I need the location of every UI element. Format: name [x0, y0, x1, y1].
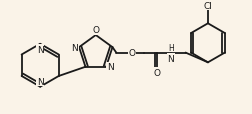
- Text: Cl: Cl: [203, 2, 211, 11]
- Text: N: N: [37, 45, 43, 54]
- Text: N: N: [37, 77, 43, 86]
- Text: O: O: [153, 69, 160, 78]
- Text: N: N: [107, 63, 113, 72]
- Text: N: N: [71, 43, 78, 52]
- Text: N: N: [167, 54, 174, 63]
- Text: H: H: [167, 43, 173, 52]
- Text: O: O: [128, 49, 135, 58]
- Text: O: O: [92, 26, 99, 35]
